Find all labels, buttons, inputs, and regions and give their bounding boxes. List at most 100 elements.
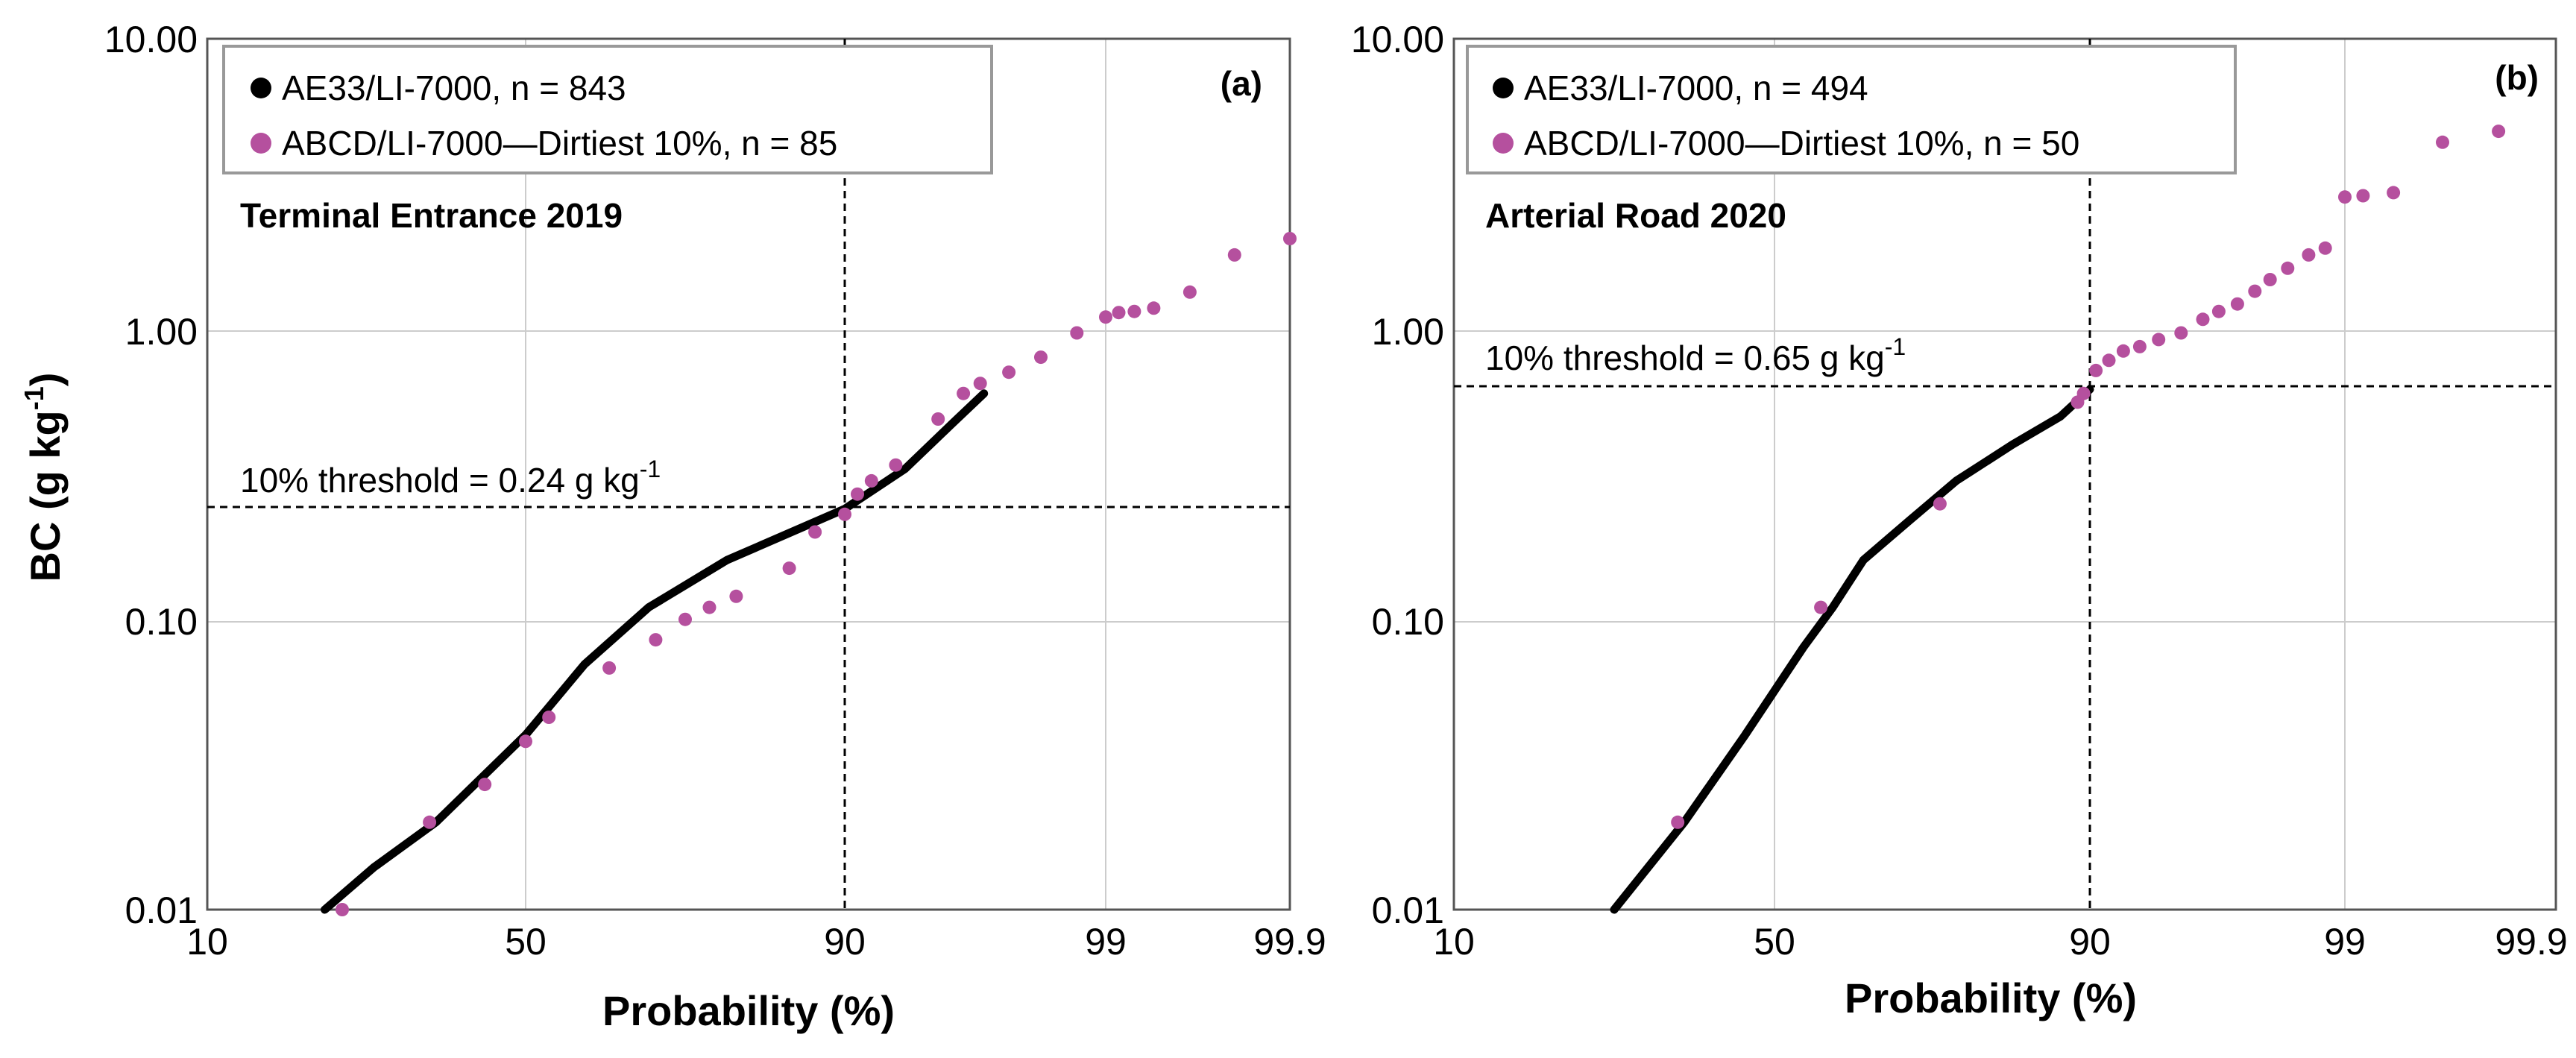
- panel-b-threshold-text: 10% threshold = 0.65 g kg: [1485, 339, 1885, 377]
- panel-b-legend-box: [1466, 45, 2237, 174]
- panel-a-abcd-point-8: [702, 600, 717, 614]
- panel-a-abcd-point-16: [931, 412, 945, 426]
- panel-a-abcd-point-28: [1283, 232, 1297, 245]
- panel-a-legend: AE33/LI-7000, n = 843 ABCD/LI-7000—Dirti…: [222, 45, 993, 174]
- panel-a-abcd-point-26: [1182, 285, 1197, 299]
- panel-a-xtick-90: 90: [824, 921, 866, 963]
- panel-b-xtick-10: 10: [1433, 921, 1475, 963]
- panel-a-xtick-50: 50: [505, 921, 547, 963]
- panel-b-abcd-point-5: [2089, 363, 2103, 377]
- panel-b-abcd-point-12: [2211, 304, 2226, 318]
- panel-b-abcd-point-20: [2356, 189, 2370, 203]
- panel-b-ae33-series: [1610, 385, 2094, 914]
- panel-a-abcd-point-25: [1147, 301, 1161, 315]
- panel-b-ytick-0.10: 0.10: [1372, 601, 1444, 643]
- panel-a-abcd-point-10: [782, 561, 796, 576]
- panel-b-abcd-point-2: [1933, 497, 1947, 511]
- panel-b-threshold-label: 10% threshold = 0.65 g kg-1: [1485, 333, 1906, 377]
- panel-b-abcd-point-16: [2281, 261, 2295, 275]
- panel-b-abcd-point-21: [2387, 186, 2401, 200]
- panel-b-abcd-point-0: [1671, 815, 1685, 829]
- panel-a-abcd-points: [336, 232, 1297, 916]
- panel-a-abcd-point-23: [1112, 306, 1126, 320]
- panel-b-x-tick-labels: 10 50 90 99 99.9: [1433, 921, 2567, 963]
- panel-b-grid: [1454, 39, 2556, 910]
- panel-b-abcd-points: [1671, 125, 2506, 829]
- panel-a-label: (a): [1221, 64, 1262, 103]
- panel-a-abcd-point-1: [423, 815, 437, 829]
- panel-b-legend-marker-ae33: [1493, 78, 1514, 98]
- panel-a-abcd-point-20: [1034, 350, 1048, 365]
- panel-b-x-axis-title: Probability (%): [1845, 974, 2137, 1021]
- panel-a-abcd-point-17: [957, 386, 971, 400]
- panel-a-legend-marker-ae33: [251, 78, 271, 98]
- panel-a-abcd-point-9: [729, 589, 743, 603]
- panel-a-abcd-point-13: [851, 487, 864, 501]
- panel-a-ytick-10.00: 10.00: [104, 19, 198, 60]
- panel-b-threshold-sup: -1: [1885, 333, 1906, 360]
- panel-a-ae33-series: [321, 389, 989, 914]
- panel-b-label: (b): [2495, 58, 2539, 97]
- panel-a-ytick-0.10: 0.10: [125, 601, 198, 643]
- panel-b-abcd-point-10: [2174, 326, 2188, 340]
- panel-a-legend-box: [222, 45, 993, 174]
- y-axis-title-base: BC (g kg: [22, 410, 69, 582]
- panel-b-legend-marker-abcd: [1493, 133, 1514, 154]
- y-axis-title-sup: -1: [19, 386, 49, 410]
- panel-a-abcd-point-22: [1099, 310, 1112, 324]
- panel-b-xtick-50: 50: [1754, 921, 1795, 963]
- panel-a-frame: [206, 37, 1291, 911]
- panel-a-abcd-point-0: [336, 903, 349, 916]
- panel-b-legend-label-ae33: AE33/LI-7000, n = 494: [1524, 69, 1868, 107]
- panel-a-abcd-point-27: [1227, 248, 1241, 262]
- panel-a-xtick-99.9: 99.9: [1253, 921, 1326, 963]
- panel-b-y-tick-labels: 0.01 0.10 1.00 10.00: [1351, 19, 1444, 931]
- panel-a-abcd-point-4: [542, 711, 556, 724]
- panel-a-abcd-point-11: [808, 525, 822, 539]
- y-axis-title-tail: ): [22, 373, 69, 387]
- panel-b-ytick-1.00: 1.00: [1372, 311, 1444, 353]
- panel-b-abcd-point-23: [2492, 125, 2506, 139]
- panel-a-threshold-text: 10% threshold = 0.24 g kg: [240, 461, 640, 500]
- panel-a-xtick-10: 10: [186, 921, 228, 963]
- panel-a-x-tick-labels: 10 50 90 99 99.9: [186, 921, 1326, 963]
- panel-a-abcd-point-12: [838, 507, 851, 521]
- panel-b-abcd-point-19: [2338, 190, 2352, 204]
- panel-a-ytick-0.01: 0.01: [125, 889, 198, 931]
- panel-a-abcd-point-19: [1002, 365, 1016, 380]
- panel-a-abcd-point-24: [1127, 304, 1141, 318]
- panel-b-abcd-point-17: [2302, 248, 2316, 262]
- panel-a-abcd-point-3: [519, 734, 532, 749]
- panel-b-abcd-point-1: [1814, 600, 1828, 614]
- panel-b: 0.01 0.10 1.00 10.00 10 50 90 99 99.9 Pr…: [1351, 19, 2568, 1021]
- panel-a-abcd-point-18: [973, 377, 987, 391]
- panel-a-abcd-point-14: [864, 473, 878, 488]
- panel-b-abcd-point-11: [2196, 312, 2210, 327]
- panel-b-xtick-99: 99: [2324, 921, 2366, 963]
- panel-a-threshold-label: 10% threshold = 0.24 g kg-1: [240, 456, 661, 500]
- panel-b-legend-label-abcd: ABCD/LI-7000—Dirtiest 10%, n = 50: [1524, 124, 2079, 163]
- panel-a-y-tick-labels: 0.01 0.10 1.00 10.00: [104, 19, 198, 931]
- panel-b-frame: [1452, 37, 2557, 911]
- panel-a: 0.01 0.10 1.00 10.00 10 50 90 99 99.9 Pr…: [104, 19, 1326, 1034]
- panel-a-legend-label-abcd: ABCD/LI-7000—Dirtiest 10%, n = 85: [282, 124, 837, 163]
- panel-a-abcd-point-5: [602, 661, 617, 675]
- panel-a-xtick-99: 99: [1085, 921, 1127, 963]
- panel-a-legend-label-ae33: AE33/LI-7000, n = 843: [282, 69, 626, 107]
- panel-b-abcd-point-8: [2132, 339, 2147, 353]
- panel-b-xtick-90: 90: [2069, 921, 2111, 963]
- panel-b-abcd-point-13: [2230, 297, 2244, 311]
- panel-b-abcd-point-6: [2102, 353, 2116, 368]
- panel-b-title: Arterial Road 2020: [1485, 196, 1786, 235]
- panel-b-xtick-99.9: 99.9: [2495, 921, 2567, 963]
- panel-a-x-axis-title: Probability (%): [602, 987, 895, 1034]
- panel-b-legend: AE33/LI-7000, n = 494 ABCD/LI-7000—Dirti…: [1466, 45, 2237, 174]
- panel-b-abcd-point-18: [2318, 241, 2332, 255]
- panel-a-abcd-point-7: [678, 612, 692, 626]
- panel-a-grid: [207, 39, 1290, 910]
- y-axis-title: BC (g kg-1): [19, 373, 69, 582]
- panel-b-abcd-point-22: [2436, 135, 2449, 149]
- panel-a-abcd-point-15: [889, 458, 903, 472]
- panel-b-abcd-point-4: [2076, 386, 2091, 400]
